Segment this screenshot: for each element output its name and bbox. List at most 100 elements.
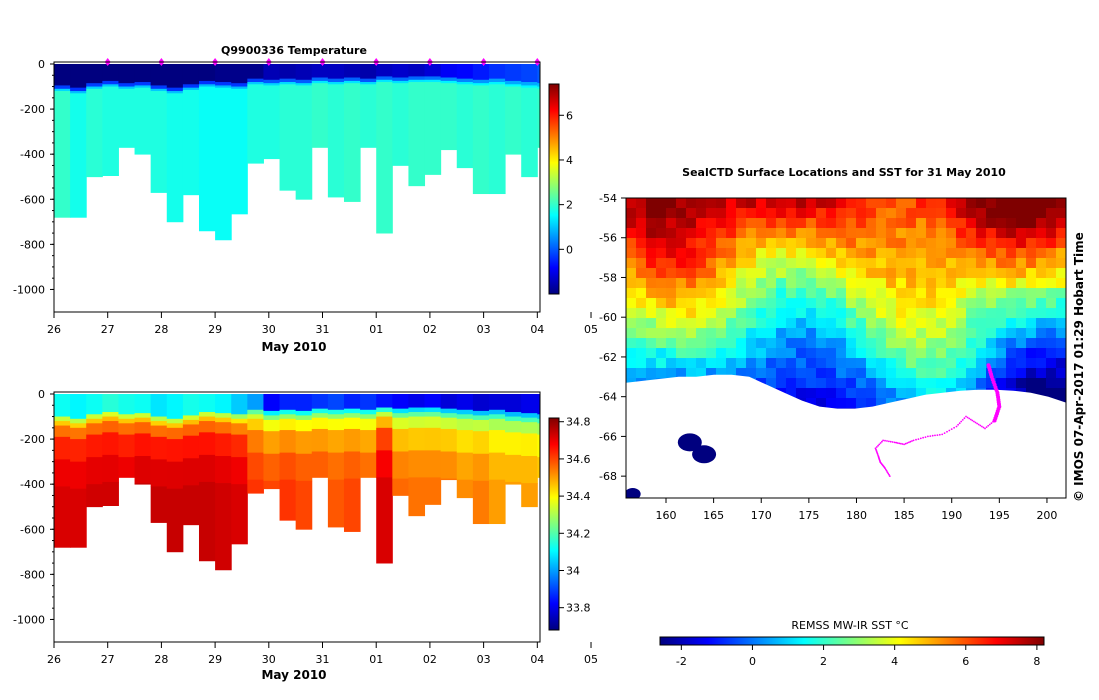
sst-cell [916,358,927,369]
map-y-tick-label: -64 [599,391,617,404]
sst-cell [746,218,757,229]
profile-cell [182,84,200,89]
profile-cell [472,453,490,482]
profile-cell [602,92,619,154]
profile-cell [134,85,152,89]
sst-cell [986,248,997,259]
sst-cell [706,298,717,309]
profile-cell [537,414,540,420]
sst-cell [636,318,647,329]
sst-cell [836,338,847,349]
profile-cell [295,419,313,432]
track-point [934,434,936,437]
profile-cell [537,434,540,458]
profile-cell [231,83,248,87]
sst-cell [636,338,647,349]
profile-cell [102,421,119,433]
sst-cell [1026,258,1037,269]
profile-cell [134,483,152,485]
sst-cell [896,358,907,369]
profile-cell [231,418,248,424]
y-tick-label: -400 [20,478,45,491]
sst-cell [706,318,717,329]
sst-cell [976,248,987,259]
sst-cell [806,398,817,409]
sst-cell [826,268,837,279]
sst-cell [826,368,837,379]
sst-cell [776,258,787,269]
track-point [953,426,955,429]
sst-cell [916,268,927,279]
sst-cell [766,378,777,389]
sst-cell [1036,298,1047,309]
sst-cell [886,318,897,329]
sst-cell [1036,288,1047,299]
sst-cell [826,328,837,339]
sst-cell [936,278,947,289]
sst-cell [716,278,727,289]
profile-cell [488,409,506,415]
colorbar-tick-label: 33.8 [566,602,591,615]
sst-cell [666,318,677,329]
profile-cell [440,408,458,414]
sst-cell [1036,208,1047,219]
sst-cell [706,358,717,369]
sst-cell [926,368,937,379]
sst-cell [966,288,977,299]
profile-cell [408,394,426,408]
sst-cell [786,198,797,209]
profile-cell [424,76,442,81]
sst-cell [816,288,827,299]
profile-cell [295,85,313,200]
sst-cell [1016,378,1027,389]
track-point [887,472,890,475]
track-point [906,442,909,444]
sst-cell [666,268,677,279]
sst-cell [966,268,977,279]
copyright-side-label: © IMOS 07-Apr-2017 01:29 Hobart Time [1072,232,1086,502]
sst-cell [786,228,797,239]
y-tick-label: -200 [20,433,45,446]
sst-cell [756,318,767,329]
sst-cell [1056,238,1066,249]
sst-cell [656,358,667,369]
sst-cell [856,208,867,219]
cold-patch [626,488,641,498]
seal-track-markers [874,363,1002,477]
sst-cell [926,328,937,339]
profile-cell [360,84,377,148]
sst-cell [836,308,847,319]
sst-cell [886,248,897,259]
profile-cell [295,431,313,455]
sst-cell [856,288,867,299]
sst-cell [1016,338,1027,349]
profile-cell [263,415,281,421]
sst-cell [826,218,837,229]
sst-cell [966,378,977,389]
sst-cell [736,358,747,369]
profile-cell [456,78,474,83]
profile-cell [54,459,71,487]
profile-cell [150,425,168,438]
sst-cell [816,268,827,279]
sst-cell [1046,198,1057,209]
temperature-plot-frame [53,61,541,313]
sst-cell [1006,278,1017,289]
sst-cell [856,268,867,279]
sst-cell [716,288,727,299]
sst-cell [1026,198,1037,209]
track-point [924,436,927,438]
sst-cell [656,288,667,299]
profile-cell [521,422,538,434]
sst-cell [1016,328,1027,339]
sst-cell [726,358,737,369]
sst-cell [1046,358,1057,369]
profile-cell [134,64,152,83]
sst-cell [796,388,807,399]
profile-cell [150,91,168,193]
profile-cell [440,413,458,419]
track-point [963,417,966,420]
sst-cell [816,278,827,289]
profile-cell [86,394,103,415]
profile-cell [392,77,409,82]
